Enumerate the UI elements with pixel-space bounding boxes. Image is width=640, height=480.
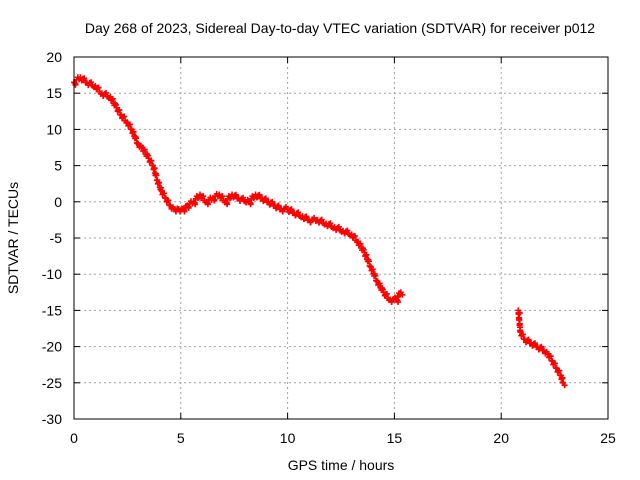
data-point <box>383 290 390 297</box>
x-tick-label: 0 <box>70 430 78 446</box>
data-point <box>538 343 545 350</box>
data-point <box>200 193 207 200</box>
y-axis-label: SDTVAR / TECUs <box>5 182 21 294</box>
data-point <box>161 190 168 197</box>
data-points <box>71 74 568 389</box>
y-tick-label: -20 <box>42 339 62 355</box>
x-axis-label: GPS time / hours <box>288 457 395 473</box>
x-tick-label: 10 <box>280 430 296 446</box>
axis-ticks: 0 5 10 15 20 25 -30 -25 -20 -15 -10 -5 0 5 10 15 20 <box>42 49 616 446</box>
y-tick-label: 20 <box>46 49 62 65</box>
data-point <box>357 240 364 247</box>
data-point <box>232 191 239 198</box>
y-tick-label: -10 <box>42 266 62 282</box>
data-point <box>556 367 563 374</box>
data-point <box>223 199 230 206</box>
data-point <box>519 331 526 338</box>
data-point <box>262 195 269 202</box>
x-tick-label: 25 <box>600 430 616 446</box>
data-point <box>181 207 188 214</box>
data-point <box>165 197 172 204</box>
data-point <box>552 360 559 367</box>
data-point <box>126 121 133 128</box>
y-tick-label: -30 <box>42 411 62 427</box>
x-tick-label: 15 <box>387 430 403 446</box>
y-tick-label: -15 <box>42 302 62 318</box>
data-point <box>547 353 554 360</box>
data-point <box>351 232 358 239</box>
data-point <box>185 203 192 210</box>
y-tick-label: 5 <box>54 158 62 174</box>
data-point <box>344 227 351 234</box>
data-point <box>88 79 95 86</box>
data-point <box>240 194 247 201</box>
chart-title: Day 268 of 2023, Sidereal Day-to-day VTE… <box>85 20 595 36</box>
data-point <box>525 336 532 343</box>
y-tick-label: -5 <box>50 230 63 246</box>
data-point <box>148 157 155 164</box>
data-point <box>288 206 295 213</box>
data-point <box>72 80 79 87</box>
data-point <box>81 75 88 82</box>
y-tick-label: 10 <box>46 121 62 137</box>
data-point <box>311 214 318 221</box>
data-point <box>247 199 254 206</box>
data-point <box>318 216 325 223</box>
data-point <box>399 291 406 298</box>
x-tick-label: 5 <box>177 430 185 446</box>
y-tick-label: 15 <box>46 85 62 101</box>
grid-lines <box>74 57 608 419</box>
y-tick-label: -25 <box>42 375 62 391</box>
data-point <box>376 280 383 287</box>
data-point <box>219 193 226 200</box>
data-point <box>109 95 116 102</box>
y-tick-label: 0 <box>54 194 62 210</box>
data-point <box>303 213 310 220</box>
data-point <box>103 89 110 96</box>
data-point <box>191 199 198 206</box>
data-point <box>269 198 276 205</box>
data-point <box>295 209 302 216</box>
data-point <box>275 202 282 209</box>
x-tick-label: 20 <box>493 430 509 446</box>
data-point <box>335 223 342 230</box>
data-point <box>531 340 538 347</box>
data-point <box>211 196 218 203</box>
data-point <box>394 297 401 304</box>
data-point <box>204 200 211 207</box>
data-point <box>141 146 148 153</box>
data-point <box>561 382 568 389</box>
data-point <box>121 113 128 120</box>
data-point <box>256 191 263 198</box>
data-point <box>327 220 334 227</box>
data-point <box>95 84 102 91</box>
data-point <box>116 106 123 113</box>
